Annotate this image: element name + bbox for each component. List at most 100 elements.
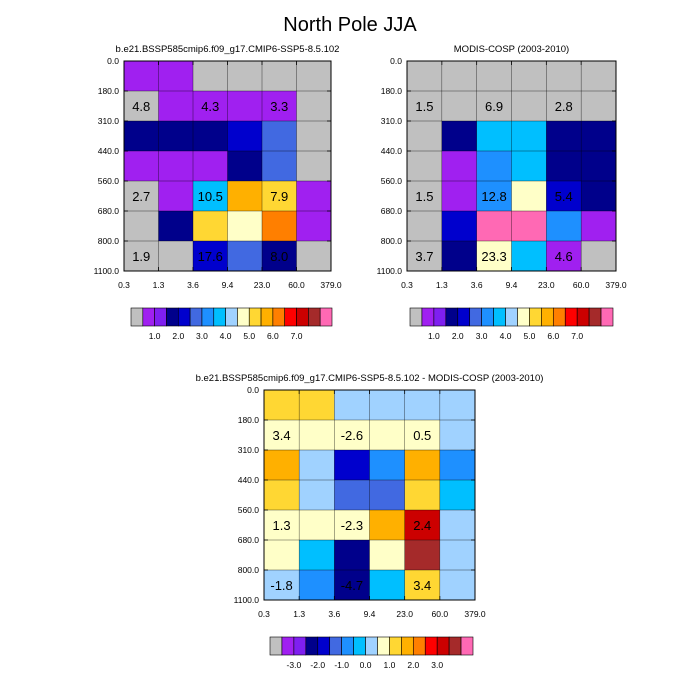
heatmap-cell	[369, 420, 406, 451]
heatmap-cell	[262, 181, 297, 212]
heatmap-cell	[581, 151, 617, 182]
x-tick-label: 3.6	[471, 280, 483, 290]
heatmap-cell	[404, 480, 441, 511]
heatmap-cell	[546, 211, 582, 242]
value-label: 4.3	[201, 99, 219, 114]
value-label: -1.8	[270, 578, 292, 593]
colorbar-box	[365, 636, 378, 656]
y-tick-label: 0.0	[247, 385, 259, 395]
y-tick-label: 310.0	[381, 116, 403, 126]
heatmap-cell	[581, 61, 617, 92]
y-tick-label: 680.0	[98, 206, 120, 216]
value-label: 8.0	[270, 249, 288, 264]
colorbar-box	[296, 307, 309, 327]
heatmap-cell	[581, 211, 617, 242]
y-tick-label: 440.0	[381, 146, 403, 156]
colorbar-observations: 1.0 2.0 3.0 4.0 5.0 6.0 7.0	[409, 307, 614, 341]
colorbar-box	[329, 636, 342, 656]
y-tick-label: 440.0	[98, 146, 120, 156]
heatmap-cell	[546, 151, 582, 182]
heatmap-cell	[299, 570, 335, 601]
colorbar-tick-label: 1.0	[383, 660, 395, 670]
heatmap-cell	[581, 91, 617, 122]
value-label: 4.8	[132, 99, 150, 114]
heatmap-cell	[404, 420, 441, 451]
heatmap-cell	[193, 121, 228, 152]
colorbar-box	[401, 636, 414, 656]
x-tick-label: 9.4	[222, 280, 234, 290]
value-label: 7.9	[270, 189, 288, 204]
value-label: 4.6	[555, 249, 573, 264]
heatmap-cell	[369, 480, 406, 511]
heatmap-cell	[441, 61, 478, 92]
value-label: 3.4	[273, 428, 291, 443]
y-tick-label: 560.0	[238, 505, 260, 515]
heatmap-cell	[476, 121, 512, 152]
colorbar-box	[260, 307, 274, 327]
colorbar-box	[225, 307, 238, 327]
heatmap-cell	[439, 570, 476, 601]
x-tick-label: 9.4	[364, 609, 376, 619]
y-tick-label: 180.0	[238, 415, 260, 425]
value-label: 1.9	[132, 249, 150, 264]
colorbar-box	[505, 307, 518, 327]
colorbar-tick-label: 2.0	[172, 331, 184, 341]
colorbar-box	[541, 307, 554, 327]
heatmap-cell	[296, 61, 332, 92]
value-label: 3.7	[415, 249, 433, 264]
panel-title: MODIS-COSP (2003-2010)	[454, 44, 569, 55]
colorbar-box	[308, 307, 321, 327]
heatmap-cell	[299, 540, 335, 571]
value-label: -4.7	[341, 578, 363, 593]
heatmap-cell	[299, 390, 335, 421]
heatmap-cell	[407, 121, 443, 152]
x-tick-label: 0.3	[258, 609, 270, 619]
heatmap-cell	[227, 91, 263, 122]
heatmap-cell	[511, 181, 547, 212]
value-label: 3.4	[413, 578, 431, 593]
colorbar-box	[421, 307, 435, 327]
heatmap-cell	[334, 480, 370, 511]
colorbar-box	[319, 307, 333, 327]
heatmap-cell	[407, 211, 443, 242]
x-tick-label: 379.0	[464, 609, 486, 619]
value-label: 10.5	[198, 189, 223, 204]
heatmap-cell	[546, 61, 582, 92]
y-tick-label: 1100.0	[234, 595, 260, 605]
heatmap-cell	[407, 181, 443, 212]
heatmap-cell	[511, 241, 547, 272]
heatmap-cell	[158, 61, 194, 92]
colorbar-box	[272, 307, 286, 327]
x-tick-label: 1.3	[293, 609, 305, 619]
y-tick-label: 800.0	[238, 565, 260, 575]
x-tick-label: 3.6	[187, 280, 199, 290]
colorbar-tick-label: 4.0	[220, 331, 232, 341]
colorbar-box	[412, 636, 426, 656]
x-tick-label: 23.0	[538, 280, 555, 290]
colorbar-box	[281, 636, 295, 656]
heatmap-cell	[124, 151, 159, 182]
heatmap-cell	[369, 510, 406, 541]
y-tick-label: 680.0	[381, 206, 403, 216]
heatmap-cell	[439, 510, 476, 541]
x-tick-label: 0.3	[401, 280, 413, 290]
colorbar-box	[409, 307, 423, 327]
heatmap-cell	[404, 390, 441, 421]
heatmap-cell	[407, 241, 443, 272]
colorbar-tick-label: 3.0	[431, 660, 443, 670]
heatmap-cell	[334, 420, 370, 451]
heatmap-cell	[158, 121, 194, 152]
heatmap-cell	[158, 181, 194, 212]
x-tick-label: 23.0	[396, 609, 413, 619]
heatmap-cell	[441, 151, 478, 182]
colorbar-box	[481, 307, 494, 327]
heatmap-cell	[296, 91, 332, 122]
colorbar-box	[445, 307, 459, 327]
heatmap-cell	[227, 181, 263, 212]
panel-observations: MODIS-COSP (2003-2010) 0.3 1.3 3.6 9.4 23.0 60…	[377, 44, 627, 290]
heatmap-cell	[193, 61, 228, 92]
colorbar-box	[237, 307, 250, 327]
value-label: 1.3	[273, 518, 291, 533]
colorbar-box	[460, 636, 474, 656]
heatmap-cell	[264, 510, 300, 541]
